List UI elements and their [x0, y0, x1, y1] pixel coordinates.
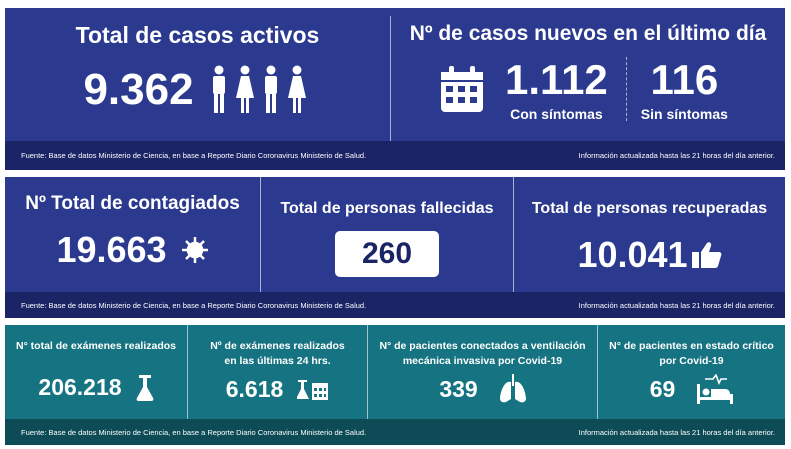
critical-title-line1: N° de pacientes en estado crítico — [609, 340, 774, 352]
divider — [187, 325, 188, 420]
virus-icon — [181, 237, 208, 263]
divider — [390, 16, 391, 141]
people-icon — [212, 65, 306, 113]
divider — [513, 177, 514, 292]
recovered-card: Total de personas recuperadas 10.041 — [514, 177, 785, 276]
source-note: Fuente: Base de datos Ministerio de Cien… — [21, 300, 367, 310]
ventilated-title-line2: mecánica invasiva por Covid-19 — [402, 355, 563, 367]
active-cases-value: 9.362 — [83, 65, 194, 114]
with-symptoms-label: Con síntomas — [510, 106, 603, 122]
ventilated-card: N° de pacientes conectados a ventilación… — [368, 325, 597, 404]
exams-total-card: N° total de exámenes realizados 206.218 — [5, 325, 187, 401]
new-cases-card: Nº de casos nuevos en el último día 1.11… — [391, 8, 785, 122]
critical-card: N° de pacientes en estado crítico por Co… — [598, 325, 785, 404]
total-infected-value: 19.663 — [56, 229, 167, 270]
ventilated-value: 339 — [439, 375, 478, 402]
calendar-icon — [441, 66, 483, 112]
recovered-title: Total de personas recuperadas — [531, 200, 768, 217]
exams-24h-title-line1: Nº de exámenes realizados — [210, 340, 345, 352]
exams-24h-title-line2: en las últimas 24 hrs. — [224, 355, 331, 367]
thumbs-up-icon — [691, 242, 721, 268]
with-symptoms-value: 1.112 — [505, 56, 608, 103]
hospital-bed-icon — [697, 374, 734, 404]
deaths-value: 260 — [361, 237, 413, 270]
exams-total-title: N° total de exámenes realizados — [15, 340, 176, 352]
critical-title-line2: por Covid-19 — [659, 355, 724, 367]
ventilated-title-line1: N° de pacientes conectados a ventilación — [379, 340, 586, 352]
divider — [597, 325, 598, 420]
footer: Fuente: Base de datos Ministerio de Cien… — [5, 292, 785, 318]
deaths-title: Total de personas fallecidas — [280, 200, 494, 217]
source-note: Fuente: Base de datos Ministerio de Cien… — [21, 427, 367, 437]
total-infected-card: Nº Total de contagiados 19.663 — [5, 177, 260, 271]
active-and-new-cases-panel: Total de casos activos 9.362 Nº de casos… — [5, 8, 785, 170]
active-cases-card: Total de casos activos 9.362 — [5, 8, 390, 115]
flask-calendar-icon — [297, 379, 329, 400]
exams-24h-value: 6.618 — [225, 376, 284, 402]
deaths-value-box: 260 — [335, 231, 439, 277]
without-symptoms-value: 116 — [650, 56, 719, 103]
update-note: Información actualizada hasta las 21 hor… — [578, 300, 775, 310]
update-note: Información actualizada hasta las 21 hor… — [578, 427, 775, 437]
exams-and-patients-panel: N° total de exámenes realizados 206.218 … — [5, 325, 785, 445]
totals-panel: Nº Total de contagiados 19.663 Total de … — [5, 177, 785, 318]
without-symptoms-label: Sin síntomas — [640, 106, 728, 122]
source-note: Fuente: Base de datos Ministerio de Cien… — [21, 151, 367, 160]
recovered-value: 10.041 — [577, 234, 688, 275]
active-cases-title: Total de casos activos — [75, 22, 320, 48]
footer: Fuente: Base de datos Ministerio de Cien… — [5, 141, 785, 170]
flask-icon — [136, 374, 153, 401]
divider — [260, 177, 261, 292]
footer: Fuente: Base de datos Ministerio de Cien… — [5, 419, 785, 445]
new-cases-title: Nº de casos nuevos en el último día — [409, 22, 767, 45]
deaths-card: Total de personas fallecidas 260 — [261, 177, 513, 277]
lungs-icon — [499, 374, 526, 403]
exams-24h-card: Nº de exámenes realizados en las últimas… — [188, 325, 367, 403]
divider — [367, 325, 368, 420]
critical-value: 69 — [649, 375, 676, 402]
update-note: Información actualizada hasta las 21 hor… — [578, 151, 775, 160]
exams-total-value: 206.218 — [38, 374, 122, 400]
total-infected-title: Nº Total de contagiados — [25, 193, 240, 214]
